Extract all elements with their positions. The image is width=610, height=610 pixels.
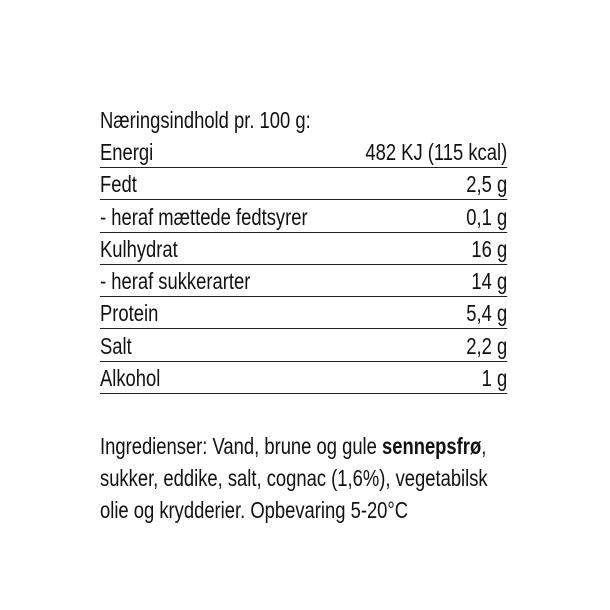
row-label: Fedt [100, 171, 137, 198]
ingredients-text: Ingredienser: Vand, brune og gule sennep… [100, 430, 488, 526]
table-row: - heraf sukkerarter 14 g [100, 265, 508, 298]
nutrition-table: Energi 482 KJ (115 kcal) Fedt 2,5 g - hera… [100, 136, 508, 395]
table-row: Alkohol 1 g [100, 362, 508, 395]
row-label: Protein [100, 300, 159, 327]
row-value: 0,1 g [466, 203, 508, 230]
row-value: 482 KJ (115 kcal) [365, 139, 508, 165]
ingredients-line: sukker, eddike, salt, cognac (1,6%), veg… [100, 465, 488, 491]
row-label: Salt [100, 332, 132, 359]
allergen-highlight: sennepsfrø [382, 433, 482, 459]
row-label: Energi [100, 139, 154, 165]
table-row: Salt 2,2 g [100, 330, 508, 362]
ingredients-comma: , [481, 433, 487, 459]
row-label: Alkohol [100, 365, 161, 392]
table-row: - heraf mættede fedtsyrer 0,1 g [100, 201, 508, 233]
ingredients-line: olie og krydderier. Opbevaring 5-20°C [100, 497, 409, 523]
table-row: Energi 482 KJ (115 kcal) [100, 136, 508, 168]
row-value: 5,4 g [466, 300, 508, 327]
table-row: Kulhydrat 16 g [100, 233, 508, 265]
row-label: - heraf mættede fedtsyrer [100, 203, 308, 230]
row-label: - heraf sukkerarter [100, 268, 251, 295]
nutrition-heading: Næringsindhold pr. 100 g: [100, 107, 311, 133]
row-value: 1 g [481, 365, 508, 392]
row-label: Kulhydrat [100, 235, 178, 262]
table-row: Protein 5,4 g [100, 297, 508, 330]
ingredients-prefix: Ingredienser: Vand, brune og gule [100, 433, 382, 459]
ingredients-line: Ingredienser: Vand, brune og gule sennep… [100, 430, 488, 462]
nutrition-label: Næringsindhold pr. 100 g: Energi 482 KJ (… [100, 104, 508, 523]
table-row: Fedt 2,5 g [100, 168, 508, 201]
row-value: 2,2 g [466, 332, 508, 359]
row-value: 14 g [471, 268, 508, 295]
row-value: 2,5 g [466, 171, 508, 198]
row-value: 16 g [471, 235, 508, 262]
